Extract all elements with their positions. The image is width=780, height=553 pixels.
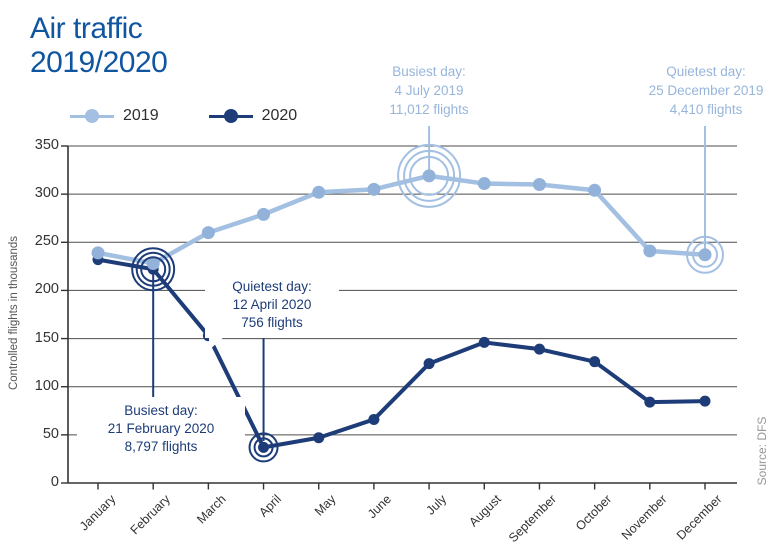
data-point-2019-June <box>367 182 381 196</box>
highlight-ring-quietest-2020 <box>248 432 279 463</box>
legend-label: 2019 <box>123 107 159 124</box>
annotation-line: 4,410 flights <box>669 101 743 117</box>
legend-marker-icon <box>70 109 114 123</box>
y-tick-label: 250 <box>34 233 59 250</box>
legend-marker-icon <box>208 109 253 123</box>
page-title: Air traffic 2019/2020 <box>30 12 168 79</box>
data-point-2019-November <box>643 244 657 258</box>
data-point-2020-July <box>423 358 435 370</box>
highlight-ring-busiest-2020 <box>135 251 171 287</box>
source-label: Source: DFS <box>755 416 769 486</box>
data-point-2019-January <box>91 246 105 260</box>
y-tick-label: 100 <box>34 377 59 394</box>
data-point-2020-August <box>478 336 490 348</box>
highlight-ring-busiest-2020 <box>131 247 176 292</box>
series-line-2019 <box>95 173 708 266</box>
annotation-busiest-2020: Busiest day: 21 February 2020 8,797 flight… <box>77 397 245 462</box>
highlight-ring-busiest-2019 <box>403 149 456 202</box>
annotation-busiest-2019: Busiest day: 4 July 2019 11,012 flights <box>349 63 509 120</box>
annotation-line: Quietest day: <box>232 279 312 294</box>
y-tick-label: 300 <box>34 185 59 202</box>
data-point-2019-August <box>477 177 491 191</box>
annotation-quietest-2020: Quietest day: 12 April 2020 756 flights <box>205 273 339 350</box>
annotation-line: 12 April 2020 <box>232 297 312 313</box>
highlight-ring-quietest-2020 <box>253 437 274 458</box>
annotation-line: Busiest day: <box>392 64 466 79</box>
data-point-2019-May <box>312 185 326 199</box>
legend-dot <box>223 109 238 123</box>
highlight-ring-quietest-2019 <box>692 241 718 268</box>
y-tick-label: 50 <box>42 425 59 442</box>
annotation-line: 8,797 flights <box>124 439 198 455</box>
annotation-line: 21 February 2020 <box>107 421 215 437</box>
highlight-ring-quietest-2019 <box>686 235 724 274</box>
series-line-2020 <box>96 257 707 450</box>
annotation-line: 25 December 2019 <box>648 82 764 98</box>
annotation-line: 756 flights <box>241 315 303 331</box>
data-point-2019-March <box>201 226 215 240</box>
data-point-2020-November <box>644 396 656 408</box>
highlight-ring-busiest-2019 <box>409 155 450 196</box>
y-tick-label: 350 <box>34 137 59 153</box>
data-point-2020-December <box>699 395 711 407</box>
data-point-2020-May <box>313 432 325 444</box>
annotation-line: Quietest day: <box>666 64 746 79</box>
annotation-box-tail <box>209 336 224 350</box>
annotation-quietest-2019: Quietest day: 25 December 2019 4,410 fligh… <box>631 63 780 120</box>
data-point-2020-June <box>368 413 380 425</box>
data-point-2019-October <box>588 183 602 197</box>
annotation-line: Busiest day: <box>124 403 198 418</box>
data-point-2019-February <box>146 256 160 270</box>
legend: 2019 2020 <box>70 107 297 125</box>
highlight-ring-busiest-2020 <box>140 256 167 283</box>
legend-item-2019: 2019 <box>70 107 159 125</box>
legend-label: 2020 <box>261 107 298 124</box>
data-point-2019-December <box>698 248 712 262</box>
data-point-2020-October <box>589 356 601 368</box>
data-point-2019-September <box>532 178 546 192</box>
highlight-ring-busiest-2019 <box>397 143 462 208</box>
data-point-2019-April <box>257 207 271 221</box>
y-tick-label: 200 <box>34 281 59 298</box>
y-tick-label: 0 <box>50 474 59 490</box>
data-point-2019-July <box>422 169 436 183</box>
data-point-2020-September <box>533 343 545 355</box>
legend-item-2020: 2020 <box>208 107 298 125</box>
y-tick-label: 150 <box>34 329 59 346</box>
annotation-line: 11,012 flights <box>389 101 469 117</box>
legend-dot <box>85 109 99 123</box>
annotation-line: 4 July 2019 <box>394 82 464 98</box>
data-point-2020-April <box>258 441 270 453</box>
